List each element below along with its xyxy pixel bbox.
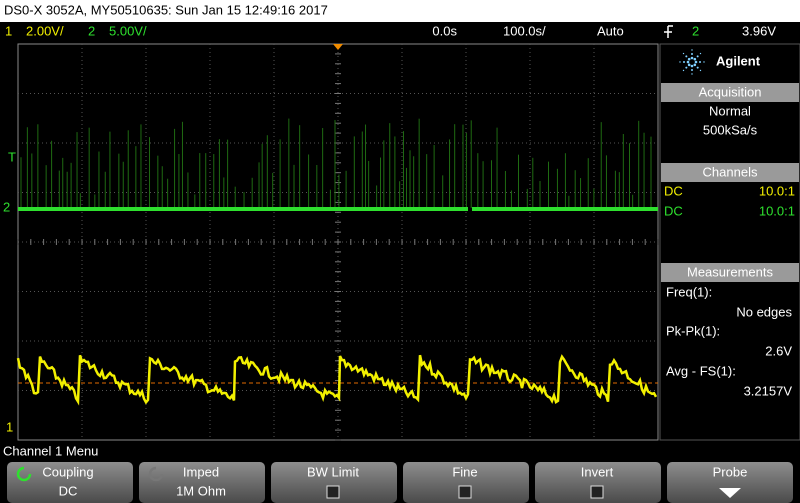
ch1-trace [16, 354, 658, 406]
meas-value: 2.6V [765, 343, 792, 358]
softkey-bg[interactable] [667, 462, 793, 503]
meas-label: Freq(1): [666, 284, 712, 299]
meas-value: 3.2157V [744, 383, 793, 398]
logo-dot [682, 52, 685, 55]
title-bar [0, 0, 800, 22]
logo-dot [687, 63, 691, 67]
trigger-level: 3.96V [742, 23, 776, 38]
time-delay: 0.0s [432, 23, 457, 38]
softkey-label: BW Limit [307, 464, 359, 479]
ch-coupling: DC [664, 183, 683, 198]
ch1-scale: 2.00V/ [26, 23, 64, 38]
ch-coupling: DC [664, 203, 683, 218]
ch-probe: 10.0:1 [759, 183, 795, 198]
time-scale: 100.0s/ [503, 23, 546, 38]
section-title: Acquisition [699, 84, 762, 99]
meas-label: Pk-Pk(1): [666, 323, 720, 338]
softkey[interactable]: Fine [403, 462, 529, 503]
logo-dot [691, 53, 693, 55]
logo-dot [703, 61, 705, 63]
logo-dot [685, 55, 688, 58]
softkey[interactable]: Probe [667, 462, 793, 503]
section-header [661, 163, 799, 182]
checkbox[interactable] [590, 485, 604, 499]
checkbox[interactable] [326, 485, 340, 499]
side-panel [659, 43, 800, 441]
graticule [16, 43, 659, 441]
meas-label: Avg - FS(1): [666, 363, 736, 378]
section-title: Measurements [687, 264, 773, 279]
logo-dot [679, 61, 681, 63]
logo-dot [699, 69, 702, 72]
softkey-label: Coupling [42, 464, 93, 479]
menu-title: Channel 1 Menu [3, 443, 98, 458]
logo-dot [693, 57, 697, 61]
section-title: Channels [703, 164, 758, 179]
softkey-bg[interactable] [7, 462, 133, 503]
logo-dot [682, 69, 685, 72]
softkey-label: Fine [452, 464, 477, 479]
logo-dot [686, 60, 690, 64]
meas-value: No edges [736, 304, 792, 319]
trigger-mode: Auto [597, 23, 624, 38]
softkey-icon [148, 466, 164, 482]
acq-mode: Normal [709, 103, 751, 118]
softkey-label: Probe [713, 464, 748, 479]
section-header [661, 263, 799, 282]
softkey-label: Imped [183, 464, 219, 479]
logo-dot [696, 66, 699, 69]
ch1-label: 1 [5, 23, 12, 38]
logo-dot [699, 52, 702, 55]
ch2-marker: 2 [3, 199, 10, 214]
softkey-bg[interactable] [139, 462, 265, 503]
logo-dot [691, 73, 693, 75]
trigger-source: 2 [692, 23, 699, 38]
logo-dot [694, 60, 698, 64]
logo-dot [693, 63, 697, 67]
brand: Agilent [716, 53, 761, 68]
logo-dot [691, 69, 693, 71]
softkey[interactable]: Coupling DC [7, 462, 133, 503]
trigger-icon [664, 25, 673, 38]
logo-dot [690, 64, 694, 68]
title: DS0-X 3052A, MY50510635: Sun Jan 15 12:4… [4, 2, 328, 17]
softkey[interactable]: Imped 1M Ohm [139, 462, 265, 503]
logo-dot [687, 57, 691, 61]
ch1-marker: 1 [6, 419, 13, 434]
trigger-position [333, 44, 343, 50]
ch2-label: 2 [88, 23, 95, 38]
softkey-bg[interactable] [403, 462, 529, 503]
logo-dot [683, 61, 685, 63]
softkey[interactable]: BW Limit [271, 462, 397, 503]
softkey-value: 1M Ohm [176, 483, 226, 498]
ch2-scale: 5.00V/ [109, 23, 147, 38]
logo-dot [691, 49, 693, 51]
trigger-marker: T [8, 149, 16, 164]
logo-icon [679, 49, 705, 75]
logo-dot [696, 55, 699, 58]
softkey-label: Invert [581, 464, 614, 479]
acq-rate: 500kSa/s [703, 122, 758, 137]
logo-dot [685, 66, 688, 69]
softkey[interactable]: Invert [535, 462, 661, 503]
softkey-bg[interactable] [271, 462, 397, 503]
softkey-arrow [719, 488, 741, 498]
softkey-value: DC [59, 483, 78, 498]
checkbox[interactable] [458, 485, 472, 499]
ch-probe: 10.0:1 [759, 203, 795, 218]
section-header [661, 83, 799, 102]
softkey-icon [16, 466, 32, 482]
softkey-bg[interactable] [535, 462, 661, 503]
logo-dot [690, 56, 694, 60]
logo-dot [699, 61, 701, 63]
